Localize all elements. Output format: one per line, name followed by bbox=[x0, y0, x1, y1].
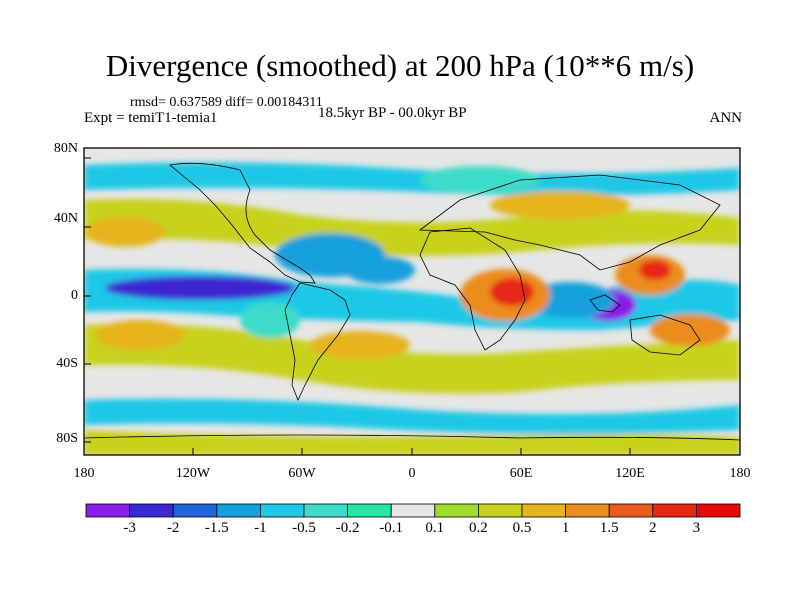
lon-label-0: 0 bbox=[408, 466, 416, 481]
colorbar-box bbox=[172, 503, 218, 518]
southern-ocean-band bbox=[84, 398, 740, 434]
pacific-blue-core bbox=[105, 276, 295, 300]
americas-cyan-lobe bbox=[240, 302, 300, 338]
africa-red-core bbox=[490, 278, 534, 306]
colorbar-box bbox=[390, 503, 436, 518]
south-atlantic-yellow bbox=[310, 331, 410, 359]
colorbar-tick-label: 0.2 bbox=[469, 520, 488, 536]
colorbar-box bbox=[303, 503, 348, 518]
colorbar-box bbox=[85, 503, 130, 518]
north-pacific-orange bbox=[85, 217, 165, 247]
lon-label-180e: 180 bbox=[729, 466, 751, 481]
subtropical-south-band bbox=[84, 324, 740, 394]
experiment-label: Expt = temiT1-temia1 bbox=[84, 110, 218, 126]
colorbar-box bbox=[434, 503, 479, 518]
colorbar-tick-label: -1 bbox=[254, 520, 267, 536]
colorbar-box bbox=[652, 503, 697, 518]
colorbar-tick-label: 0.5 bbox=[512, 520, 532, 536]
south-pacific-orange bbox=[95, 320, 185, 350]
colorbar-tick-label: 1.5 bbox=[599, 520, 619, 536]
period-label: 18.5kyr BP - 00.0kyr BP bbox=[318, 105, 467, 121]
rmsd-diff-stats: rmsd= 0.637589 diff= 0.00184311 bbox=[130, 95, 323, 110]
plot-title: Divergence (smoothed) at 200 hPa (10**6 … bbox=[105, 48, 695, 83]
lon-label-120e: 120E bbox=[615, 466, 645, 481]
lat-label-40n: 40N bbox=[53, 211, 78, 226]
colorbar-tick-label: 2 bbox=[649, 520, 657, 536]
colorbar-tick-label: 1 bbox=[561, 520, 570, 536]
west-pacific-red-core bbox=[639, 260, 671, 280]
colorbar-box bbox=[565, 503, 610, 518]
coastlines bbox=[84, 162, 740, 441]
colorbar-box bbox=[347, 503, 392, 518]
colorbar-box bbox=[216, 503, 261, 518]
lat-label-80s: 80S bbox=[56, 431, 78, 446]
southwest-pacific-orange bbox=[650, 314, 730, 346]
season-label: ANN bbox=[709, 110, 743, 126]
lat-label-equator: 0 bbox=[71, 288, 78, 303]
colorbar-box bbox=[608, 503, 654, 518]
lon-label-60e: 60E bbox=[509, 466, 533, 481]
colorbar-box bbox=[696, 503, 741, 518]
lon-label-120w: 120W bbox=[175, 466, 211, 481]
lat-label-80n: 80N bbox=[53, 141, 78, 156]
colorbar bbox=[85, 503, 741, 518]
colorbar-tick-label: -2 bbox=[166, 520, 180, 536]
lon-label-60w: 60W bbox=[288, 466, 316, 481]
field-layer bbox=[84, 162, 740, 455]
eurasia-yellow-lobe bbox=[490, 191, 630, 219]
colorbar-tick-label: -0.1 bbox=[379, 520, 404, 536]
colorbar-box bbox=[477, 503, 523, 518]
north-cyan-band bbox=[84, 162, 740, 196]
arctic-cyan-lobe bbox=[420, 166, 540, 194]
colorbar-tick-label: 3 bbox=[692, 520, 701, 536]
colorbar-tick-label: -3 bbox=[123, 520, 136, 536]
colorbar-tick-label: -0.2 bbox=[335, 520, 360, 536]
colorbar-box bbox=[129, 503, 174, 518]
axis-ticks bbox=[83, 157, 741, 455]
colorbar-tick-label: -0.5 bbox=[292, 520, 316, 536]
north-atlantic-blue bbox=[345, 256, 415, 284]
lat-label-40s: 40S bbox=[56, 356, 78, 371]
lon-label-180w: 180 bbox=[73, 466, 95, 481]
colorbar-tick-label: -1.5 bbox=[204, 520, 229, 536]
colorbar-tick-label: 0.1 bbox=[425, 520, 445, 536]
antarctic-band bbox=[84, 430, 740, 455]
colorbar-box bbox=[259, 503, 305, 518]
colorbar-box bbox=[521, 503, 566, 518]
